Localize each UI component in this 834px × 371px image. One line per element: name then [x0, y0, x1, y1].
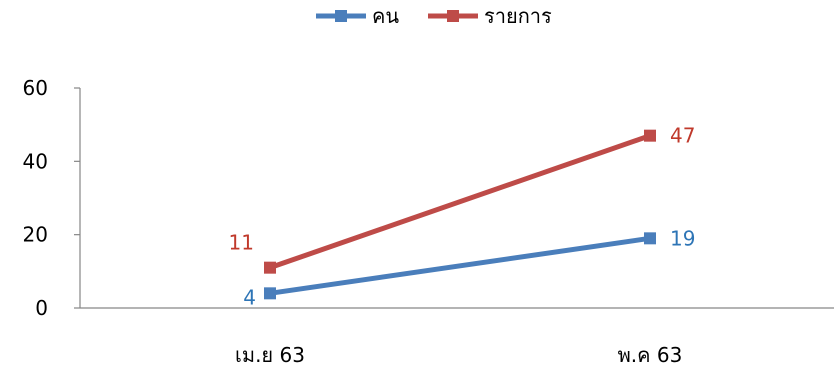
data-label: 19 [670, 226, 695, 250]
y-axis: 0 20 40 60 [23, 76, 81, 320]
series-line-0 [269, 235, 651, 296]
x-tick-label: เม.ย 63 [235, 343, 305, 367]
x-axis: เม.ย 63 พ.ค 63 [80, 307, 834, 367]
legend: คน รายการ [316, 4, 552, 28]
data-label: 47 [670, 124, 695, 148]
series-0-point-0 [264, 287, 276, 300]
series-layer [264, 129, 656, 300]
series-line-1 [269, 133, 651, 271]
series-0-point-1 [644, 232, 656, 245]
series-1-point-0 [264, 261, 276, 274]
x-tick-label: พ.ค 63 [618, 343, 683, 367]
y-tick-label: 0 [35, 296, 48, 320]
legend-marker-0 [335, 10, 347, 22]
legend-label: คน [372, 4, 399, 28]
legend-label: รายการ [484, 4, 552, 28]
legend-marker-1 [447, 10, 459, 22]
y-tick-label: 20 [23, 223, 48, 247]
data-label: 11 [229, 231, 254, 255]
y-tick-label: 60 [23, 76, 48, 100]
series-1-point-1 [644, 129, 656, 142]
y-tick-label: 40 [23, 149, 48, 173]
data-labels: 4 19 11 47 [229, 124, 696, 310]
data-label: 4 [243, 285, 256, 309]
